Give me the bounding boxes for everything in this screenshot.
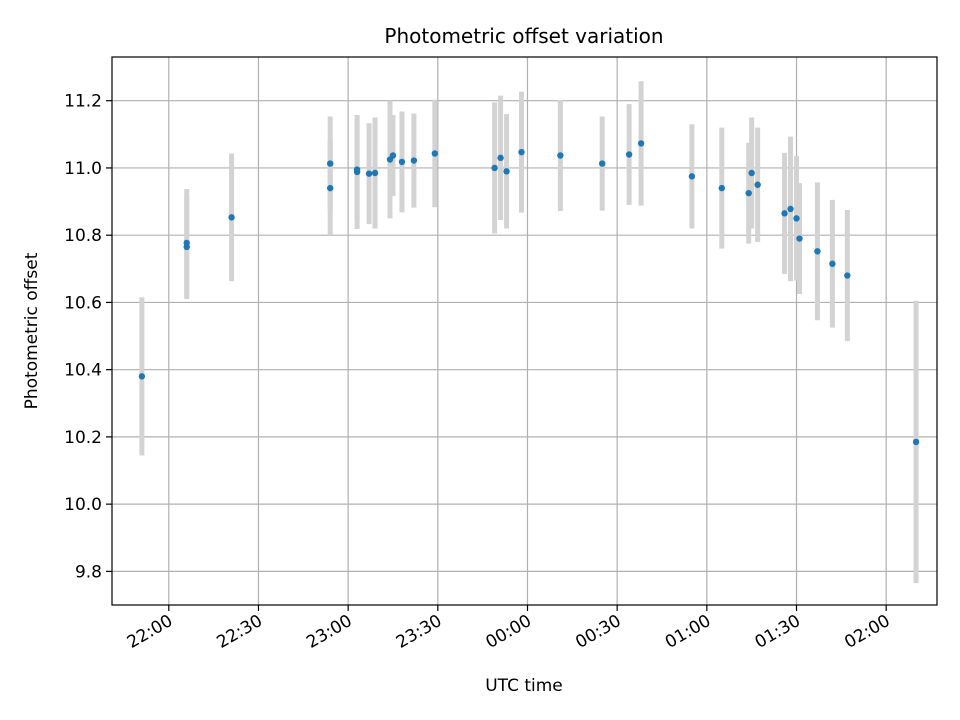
data-point xyxy=(912,438,920,446)
data-point xyxy=(829,260,836,267)
y-axis-ticks: 9.8 10.0 10.2 10.4 10.6 10.8 11.0 11.2 xyxy=(64,92,112,582)
y-tick-label: 10.0 xyxy=(64,495,102,515)
y-axis-label: Photometric offset xyxy=(22,252,42,409)
data-point xyxy=(398,158,406,166)
data-point xyxy=(497,154,504,162)
data-point xyxy=(787,205,794,213)
data-point xyxy=(228,214,235,221)
data-point xyxy=(745,189,752,197)
data-point xyxy=(389,152,397,159)
data-point xyxy=(796,235,803,242)
y-tick-label: 10.6 xyxy=(64,293,102,313)
data-point xyxy=(183,239,190,247)
y-tick-label: 10.8 xyxy=(64,226,102,246)
data-point xyxy=(718,184,725,192)
x-axis-label: UTC time xyxy=(485,676,563,696)
data-point xyxy=(637,140,645,147)
data-points xyxy=(138,140,920,446)
data-point xyxy=(625,151,633,158)
chart-title: Photometric offset variation xyxy=(384,24,663,48)
y-tick-label: 10.4 xyxy=(64,361,102,381)
data-point xyxy=(748,169,755,177)
plot-frame xyxy=(111,56,938,606)
data-point xyxy=(688,173,696,180)
data-point xyxy=(327,160,334,167)
y-tick-label: 9.8 xyxy=(75,562,102,582)
y-tick-label: 11.0 xyxy=(64,159,102,179)
data-point xyxy=(599,160,606,167)
data-point xyxy=(365,170,373,177)
data-point xyxy=(781,210,788,217)
data-point xyxy=(793,215,800,222)
data-point xyxy=(844,272,851,279)
data-point xyxy=(814,248,821,255)
data-point xyxy=(410,157,418,164)
data-point xyxy=(557,152,564,159)
data-point xyxy=(138,373,146,380)
grid-lines xyxy=(112,57,937,605)
data-point xyxy=(353,168,361,176)
y-tick-label: 11.2 xyxy=(64,92,102,112)
data-point xyxy=(491,164,498,172)
data-point xyxy=(503,168,510,175)
data-point xyxy=(327,184,334,192)
data-point xyxy=(518,148,525,156)
y-tick-label: 10.2 xyxy=(64,428,102,448)
data-point xyxy=(431,150,439,157)
data-point xyxy=(371,169,379,177)
data-point xyxy=(754,181,761,188)
